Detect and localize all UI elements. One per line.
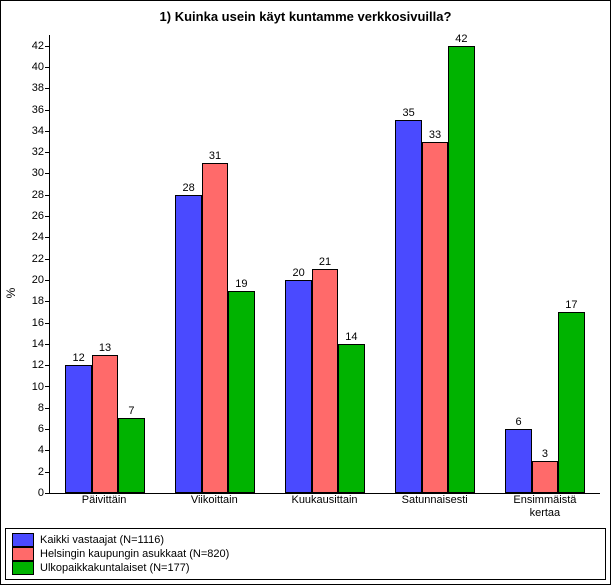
chart-title: 1) Kuinka usein käyt kuntamme verkkosivu… [1, 1, 610, 28]
legend-label: Ulkopaikkakuntalaiset (N=177) [40, 562, 190, 574]
legend: Kaikki vastaajat (N=1116) Helsingin kaupu… [5, 528, 606, 580]
legend-swatch [12, 533, 34, 547]
bar: 6 [505, 429, 531, 493]
y-tick-label: 14 [32, 338, 44, 350]
bar-value-label: 20 [292, 267, 304, 279]
bar-value-label: 28 [182, 182, 194, 194]
bar: 14 [338, 344, 364, 493]
chart-container: 1) Kuinka usein käyt kuntamme verkkosivu… [0, 0, 611, 585]
x-tick-label: Satunnaisesti [402, 494, 468, 507]
bar-value-label: 17 [565, 299, 577, 311]
y-tick-label: 18 [32, 295, 44, 307]
y-tick-label: 36 [32, 104, 44, 116]
bar: 13 [92, 355, 118, 493]
bar-value-label: 35 [402, 107, 414, 119]
y-tick-label: 24 [32, 231, 44, 243]
bar: 17 [558, 312, 584, 493]
bar-value-label: 3 [542, 448, 548, 460]
y-tick-label: 38 [32, 82, 44, 94]
legend-swatch [12, 547, 34, 561]
y-tick-label: 30 [32, 167, 44, 179]
bar-value-label: 12 [72, 352, 84, 364]
bar: 3 [532, 461, 558, 493]
legend-swatch [12, 561, 34, 575]
bar: 19 [228, 291, 254, 493]
x-tick-label: Kuukausittain [291, 494, 357, 507]
bar-value-label: 21 [319, 256, 331, 268]
bars-layer: 121372831192021143533426317 [50, 35, 600, 493]
bar-value-label: 19 [235, 278, 247, 290]
plot-area: 024681012141618202224262830323436384042 … [49, 35, 600, 494]
y-tick-label: 28 [32, 189, 44, 201]
x-axis: Päivittäin Viikoittain Kuukausittain Satunn… [49, 494, 600, 524]
y-tick-label: 6 [38, 423, 44, 435]
bar: 42 [448, 46, 474, 493]
y-tick-label: 42 [32, 40, 44, 52]
legend-item: Kaikki vastaajat (N=1116) [12, 533, 294, 547]
bar: 35 [395, 120, 421, 493]
y-tick-label: 40 [32, 61, 44, 73]
bar-value-label: 31 [209, 150, 221, 162]
y-tick-label: 22 [32, 253, 44, 265]
bar-value-label: 14 [345, 331, 357, 343]
bar: 20 [285, 280, 311, 493]
bar: 12 [65, 365, 91, 493]
y-tick-label: 20 [32, 274, 44, 286]
x-tick-label: Päivittäin [82, 494, 127, 507]
x-tick-label: Viikoittain [191, 494, 238, 507]
legend-item: Ulkopaikkakuntalaiset (N=177) [12, 561, 294, 575]
y-tick-label: 2 [38, 466, 44, 478]
bar: 33 [422, 142, 448, 493]
y-tick-label: 32 [32, 146, 44, 158]
bar-value-label: 42 [455, 33, 467, 45]
bar: 7 [118, 418, 144, 493]
y-tick-label: 0 [38, 487, 44, 499]
y-axis-label: % [4, 287, 18, 298]
bar-value-label: 33 [429, 129, 441, 141]
bar-value-label: 6 [516, 416, 522, 428]
legend-item: Helsingin kaupungin asukkaat (N=820) [12, 547, 306, 561]
y-tick-label: 26 [32, 210, 44, 222]
y-tick-label: 8 [38, 402, 44, 414]
legend-label: Kaikki vastaajat (N=1116) [40, 534, 164, 546]
bar: 28 [175, 195, 201, 493]
legend-label: Helsingin kaupungin asukkaat (N=820) [40, 548, 229, 560]
x-tick-label: Ensimmäistä kertaa [513, 494, 576, 520]
bar-value-label: 13 [99, 342, 111, 354]
y-tick-label: 12 [32, 359, 44, 371]
y-tick-label: 34 [32, 125, 44, 137]
bar: 31 [202, 163, 228, 493]
bar: 21 [312, 269, 338, 493]
bar-value-label: 7 [128, 405, 134, 417]
y-tick-label: 10 [32, 381, 44, 393]
y-tick-label: 16 [32, 317, 44, 329]
y-tick-label: 4 [38, 444, 44, 456]
